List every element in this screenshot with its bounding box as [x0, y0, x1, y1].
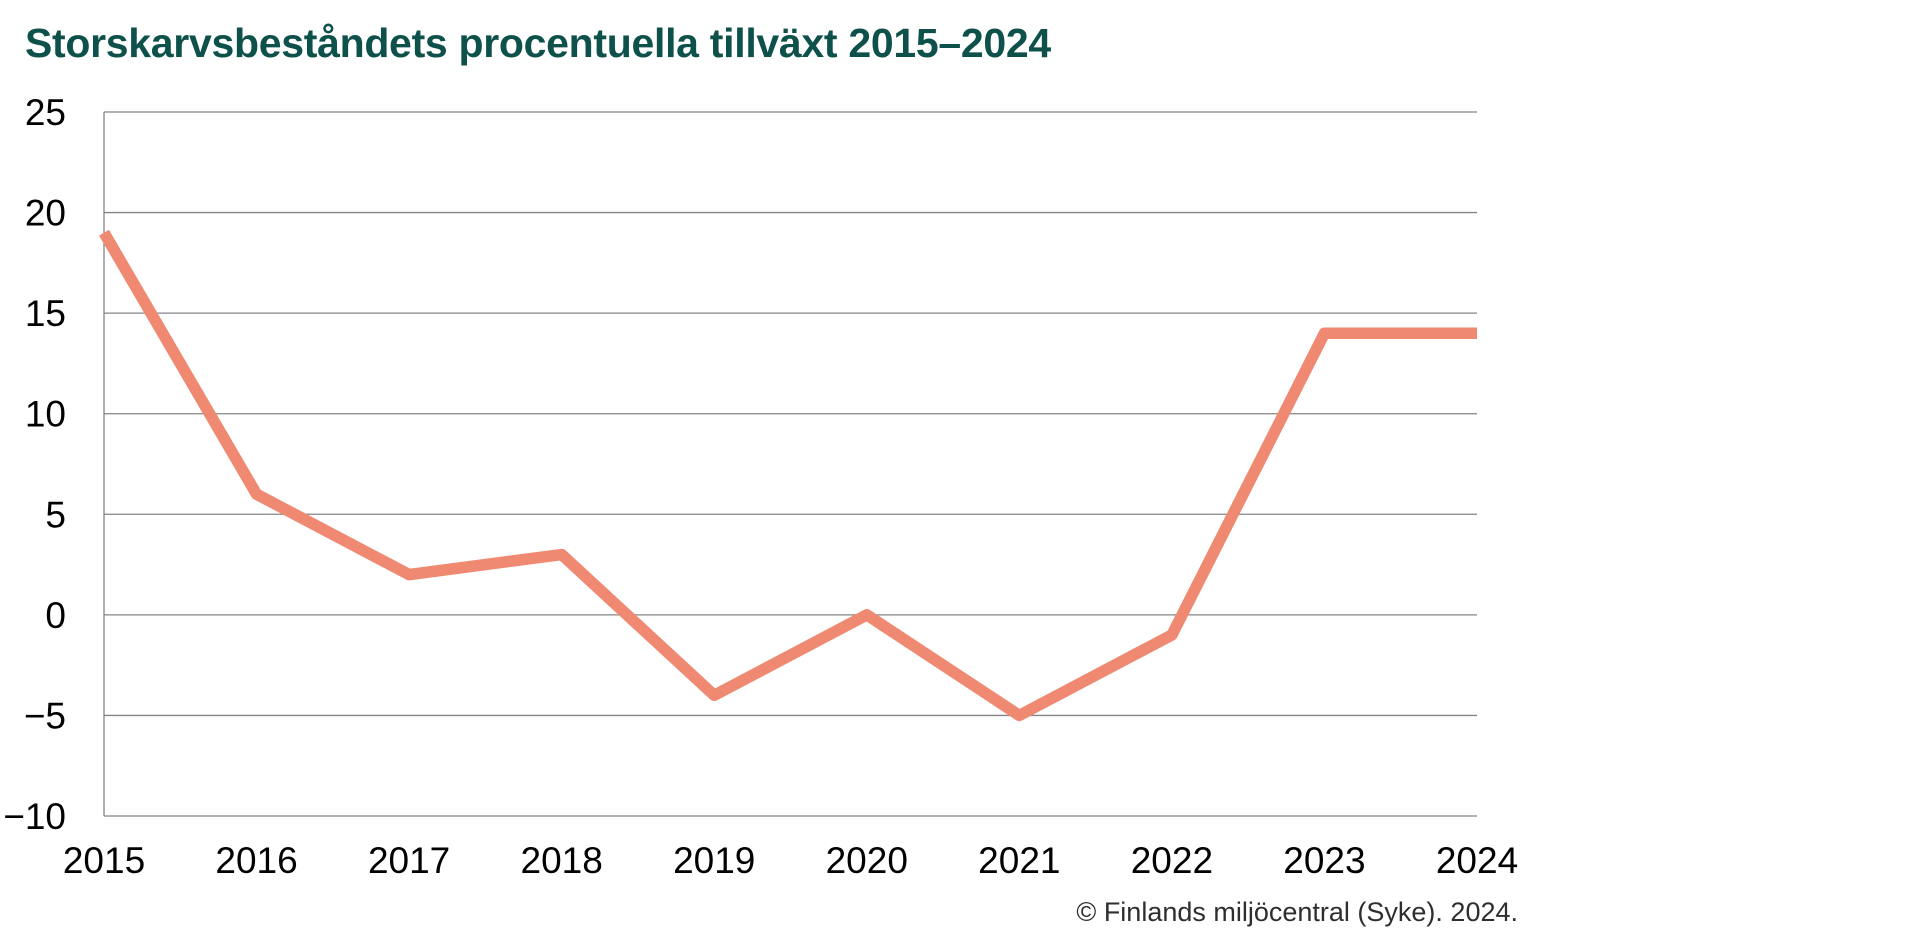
- y-tick-label: −5: [24, 695, 66, 736]
- data-line: [99, 229, 1477, 722]
- x-tick-label: 2017: [368, 840, 450, 881]
- x-tick-label: 2023: [1283, 840, 1365, 881]
- x-tick-label: 2021: [978, 840, 1060, 881]
- y-tick-label: 20: [25, 193, 66, 234]
- y-tick-label: 10: [25, 394, 66, 435]
- x-tick-label: 2019: [673, 840, 755, 881]
- x-tick-label: 2016: [215, 840, 297, 881]
- y-tick-label: 15: [25, 293, 66, 334]
- x-tick-label: 2015: [63, 840, 145, 881]
- chart-title: Storskarvsbeståndets procentuella tillvä…: [25, 20, 1051, 66]
- attribution: © Finlands miljöcentral (Syke). 2024.: [1076, 897, 1518, 927]
- x-tick-label: 2018: [521, 840, 603, 881]
- x-tick-label: 2022: [1131, 840, 1213, 881]
- x-tick-label: 2020: [826, 840, 908, 881]
- y-tick-label: 0: [45, 595, 66, 636]
- x-tick-label: 2024: [1436, 840, 1518, 881]
- y-tick-label: 25: [25, 92, 66, 133]
- y-tick-label: 5: [45, 494, 66, 535]
- y-tick-label: −10: [3, 796, 66, 837]
